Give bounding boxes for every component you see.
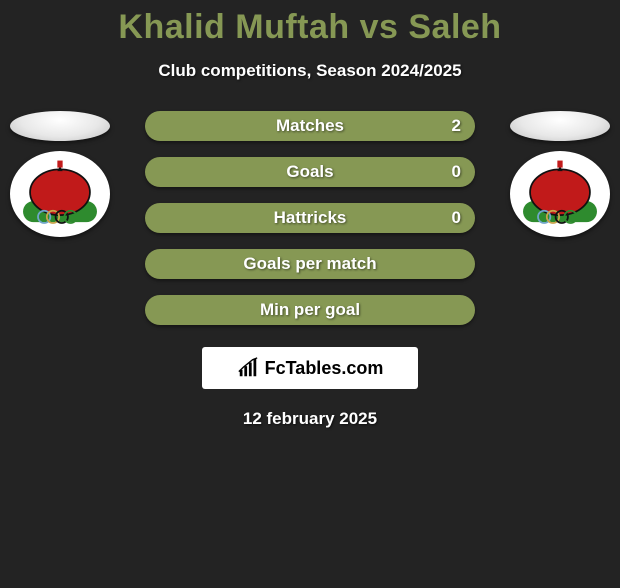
player-left-placeholder	[10, 111, 110, 141]
date-text: 12 february 2025	[0, 409, 620, 429]
stat-label: Goals	[286, 162, 333, 182]
comparison-area: Matches 2 Goals 0 Hattricks 0 Goals per …	[0, 111, 620, 429]
stat-bar-min-per-goal: Min per goal	[145, 295, 475, 325]
bar-chart-icon	[237, 357, 259, 379]
stat-value-right: 0	[452, 208, 461, 228]
stat-label: Goals per match	[243, 254, 376, 274]
stat-label: Min per goal	[260, 300, 360, 320]
player-right-placeholder	[510, 111, 610, 141]
club-badge-left	[10, 151, 110, 237]
stat-bars: Matches 2 Goals 0 Hattricks 0 Goals per …	[145, 111, 475, 325]
club-badge-left-svg	[16, 155, 104, 233]
player-right	[510, 111, 610, 237]
subtitle: Club competitions, Season 2024/2025	[0, 61, 620, 81]
stat-label: Matches	[276, 116, 344, 136]
stat-label: Hattricks	[274, 208, 347, 228]
stat-bar-matches: Matches 2	[145, 111, 475, 141]
stat-bar-hattricks: Hattricks 0	[145, 203, 475, 233]
brand-box: FcTables.com	[202, 347, 418, 389]
player-left	[10, 111, 110, 237]
stat-bar-goals: Goals 0	[145, 157, 475, 187]
stat-bar-goals-per-match: Goals per match	[145, 249, 475, 279]
stat-value-right: 2	[452, 116, 461, 136]
club-badge-right	[510, 151, 610, 237]
club-badge-right-svg	[516, 155, 604, 233]
page-title: Khalid Muftah vs Saleh	[0, 8, 620, 47]
stat-value-right: 0	[452, 162, 461, 182]
brand-text: FcTables.com	[265, 358, 384, 379]
